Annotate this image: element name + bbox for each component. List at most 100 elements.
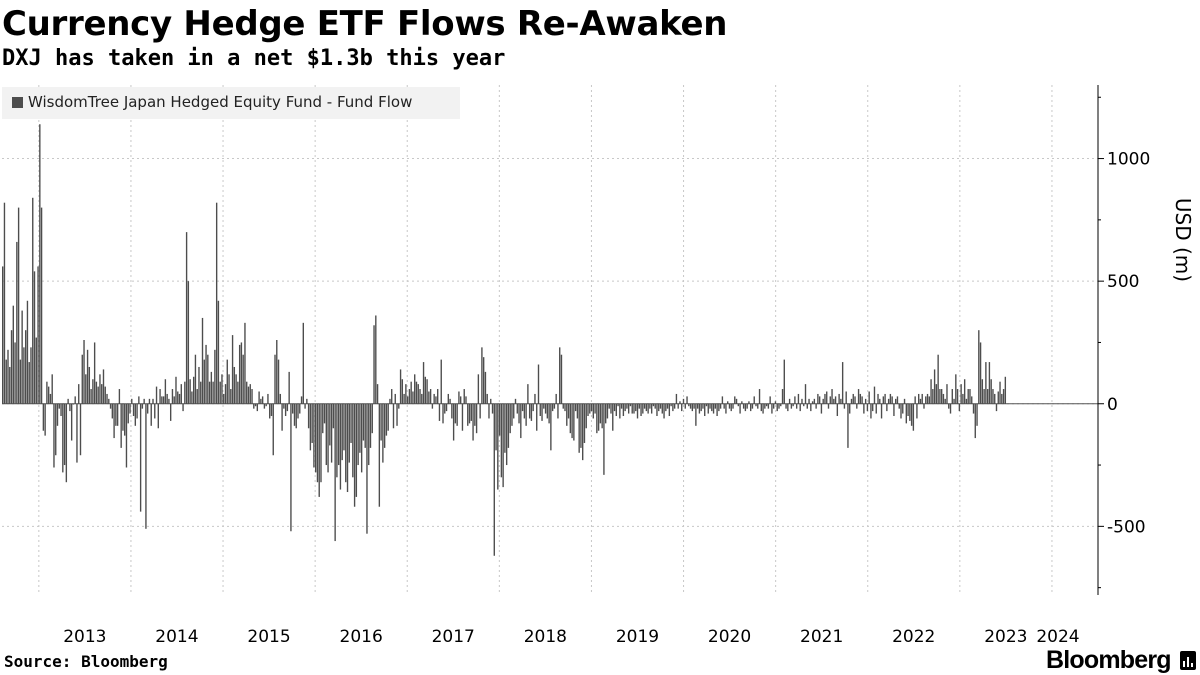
x-tick-label: 2014: [155, 627, 198, 647]
bar: [90, 389, 92, 404]
bar: [244, 322, 246, 404]
bar: [33, 271, 36, 404]
bar: [976, 403, 978, 426]
x-tick-label: 2024: [1036, 627, 1079, 647]
bar: [753, 396, 755, 404]
bar: [944, 398, 946, 404]
bar: [928, 396, 930, 404]
bar: [933, 369, 936, 404]
bar: [23, 347, 25, 404]
bar: [422, 362, 425, 404]
bar: [323, 403, 326, 424]
bar: [983, 389, 985, 404]
bar: [129, 403, 131, 414]
bar: [247, 386, 250, 404]
bar: [582, 403, 584, 461]
bar: [348, 403, 350, 463]
bar: [95, 381, 98, 404]
bar: [921, 393, 923, 404]
bar: [689, 403, 692, 409]
bar: [642, 403, 644, 414]
bar: [438, 403, 441, 421]
bar: [180, 384, 182, 404]
bar: [300, 396, 303, 404]
bar: [505, 403, 508, 466]
bar: [695, 403, 697, 426]
grid-lines: [2, 85, 1098, 595]
bar: [619, 403, 621, 419]
bar: [391, 389, 393, 404]
bar: [838, 393, 840, 404]
bar: [355, 403, 358, 497]
bar: [233, 366, 236, 404]
bar: [93, 342, 96, 404]
bar: [224, 384, 227, 404]
bar: [78, 384, 80, 404]
bar: [601, 403, 603, 429]
bar: [410, 381, 412, 404]
bar: [382, 403, 384, 463]
bar: [429, 389, 432, 404]
bar: [217, 300, 220, 404]
bar: [636, 403, 639, 419]
bar: [173, 396, 175, 404]
bar: [19, 359, 22, 404]
bar: [672, 403, 674, 412]
bar: [353, 403, 356, 507]
bar: [164, 379, 167, 404]
bar: [548, 403, 550, 424]
bar: [304, 403, 306, 409]
bar: [751, 403, 754, 409]
x-tick-label: 2019: [616, 627, 659, 647]
bar: [375, 315, 377, 404]
bar: [343, 403, 345, 451]
bar: [852, 393, 854, 404]
bar: [780, 403, 782, 407]
bar: [230, 389, 232, 404]
bar: [360, 403, 363, 473]
x-tick-label: 2022: [892, 627, 935, 647]
y-axis-title: USD (m): [1171, 198, 1195, 282]
bar: [145, 403, 147, 529]
bar: [267, 393, 269, 404]
bar: [709, 403, 711, 409]
bar: [440, 359, 442, 404]
bar: [461, 403, 464, 431]
bar: [774, 401, 777, 404]
bar: [962, 393, 964, 404]
bar: [493, 403, 495, 556]
bar: [88, 366, 91, 404]
bar: [919, 398, 922, 404]
bar: [612, 403, 614, 431]
bar: [859, 393, 862, 404]
bar: [253, 403, 255, 409]
bar: [900, 403, 902, 419]
bar: [265, 403, 267, 407]
bar: [419, 389, 421, 404]
bar: [712, 403, 715, 414]
bar: [912, 403, 915, 431]
bar: [272, 403, 274, 456]
bar: [168, 398, 170, 404]
bar: [778, 403, 780, 409]
bar: [937, 354, 939, 404]
bar: [254, 403, 257, 407]
bar: [470, 403, 472, 421]
bar: [369, 403, 372, 448]
bar: [495, 403, 497, 451]
bar: [491, 403, 494, 414]
bar: [677, 403, 679, 409]
bar: [705, 403, 708, 407]
bar: [728, 403, 731, 409]
bar: [997, 391, 999, 404]
bar: [132, 403, 135, 417]
bar: [412, 391, 414, 404]
bar: [116, 403, 119, 426]
bar: [155, 386, 158, 404]
bar: [640, 403, 642, 417]
bar: [555, 393, 557, 404]
bar: [772, 403, 775, 409]
bar: [741, 401, 743, 404]
bar: [109, 403, 112, 409]
